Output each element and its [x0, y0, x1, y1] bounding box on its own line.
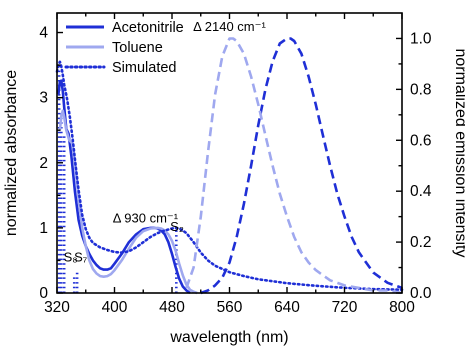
x-tick-label: 800 — [389, 299, 415, 316]
legend-label: Toluene — [112, 40, 163, 56]
y2-tick-label: 0.0 — [410, 285, 432, 302]
x-tick-label: 480 — [159, 299, 185, 316]
x-tick-label: 400 — [102, 299, 128, 316]
axes-layer: 320 400 480 560 640 720 800 0 1 2 3 4 0.0 0.2 0.4 0.6 0.… — [3, 12, 465, 346]
y-tick-label: 0 — [39, 285, 48, 302]
series-line-acetonitrile-emission — [200, 37, 403, 295]
y2-tick-label: 0.8 — [410, 81, 432, 98]
y-tick-label: 2 — [39, 155, 48, 172]
series-layer — [55, 37, 404, 295]
legend-label: Acetonitrile — [112, 20, 184, 36]
y2-tick-label: 0.6 — [410, 132, 432, 149]
annotation-label: Δ 930 cm⁻¹ — [113, 211, 179, 226]
annotation-label: Δ 2140 cm⁻¹ — [193, 19, 266, 34]
legend-label: Simulated — [112, 60, 176, 76]
series-line-simulated-absorbance — [55, 60, 404, 291]
x-tick-label: 320 — [44, 299, 70, 316]
x-tick-label: 640 — [274, 299, 300, 316]
x-tick-label: 560 — [217, 299, 243, 316]
annotation-label: S₂ — [170, 219, 184, 234]
y2-tick-label: 1.0 — [410, 30, 432, 47]
series-line-toluene-absorbance — [58, 109, 198, 295]
legend-layer: Acetonitrile Toluene Simulated — [64, 20, 184, 76]
y2-tick-label: 0.4 — [410, 183, 432, 200]
y2-tick-label: 0.2 — [410, 234, 432, 251]
y-tick-label: 1 — [39, 220, 48, 237]
y2-axis-title: normalized emission intensity — [452, 49, 465, 258]
annotation-label: S₇ — [74, 250, 88, 265]
series-line-toluene-emission — [185, 37, 403, 295]
y-tick-label: 3 — [39, 90, 48, 107]
y-axis-title: normalized absorbance — [3, 70, 20, 236]
annotation-label: S₈ — [64, 250, 78, 265]
y-tick-label: 4 — [39, 25, 48, 42]
x-tick-label: 720 — [332, 299, 358, 316]
x-axis-title: wavelength (nm) — [169, 329, 288, 346]
